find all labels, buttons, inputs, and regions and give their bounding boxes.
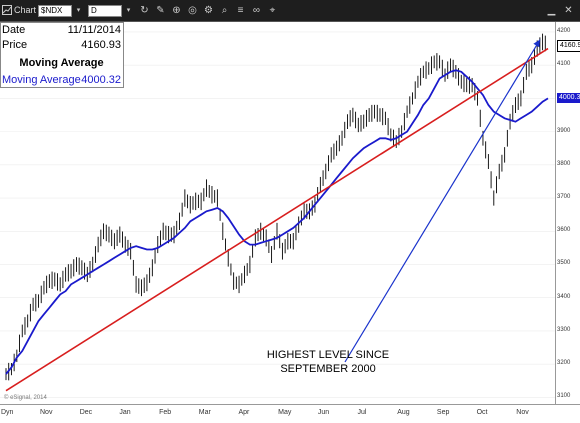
interval-input[interactable]: D	[88, 5, 122, 17]
price-tick-label: 3700	[557, 194, 571, 201]
zoom-icon[interactable]: ◎	[188, 5, 197, 16]
date-tick-label: Sep	[436, 409, 450, 416]
chart-window-icon	[2, 5, 12, 15]
price-tick-label: 3500	[557, 260, 571, 267]
price-tick-label: 4200	[557, 27, 571, 34]
draw-tool-icon[interactable]: ✎	[156, 5, 165, 16]
price-tick-label: 3800	[557, 160, 571, 167]
window-title: Chart	[14, 5, 37, 15]
date-tick-label: Jan	[119, 409, 131, 416]
last-price-tag: 4160.93	[557, 39, 580, 52]
arrow-head-icon	[533, 39, 540, 48]
annotation-line-2: SEPTEMBER 2000	[280, 363, 376, 375]
support-trendline	[5, 47, 549, 392]
moving-average-heading: Moving Average	[19, 57, 104, 69]
price-chart-area[interactable]: © eSignal, 2014	[0, 22, 556, 404]
interval-dropdown-icon[interactable]: ▾	[126, 7, 131, 14]
price-label: Price	[2, 39, 28, 51]
date-tick-label: Mar	[198, 409, 211, 416]
minimize-icon[interactable]: ▁	[547, 5, 556, 16]
close-icon[interactable]: ✕	[564, 5, 573, 16]
data-window: Date 11/11/2014 Price 4160.93 Moving Ave…	[0, 22, 124, 88]
bar-style-icon[interactable]: ≡	[237, 5, 244, 16]
date-label: Date	[2, 24, 26, 36]
symbol-input[interactable]: $NDX	[38, 5, 72, 17]
magnify-icon[interactable]: ⌕	[221, 5, 228, 16]
price-tick-label: 3400	[557, 293, 571, 300]
date-tick-label: Oct	[476, 409, 488, 416]
moving-average-line	[5, 69, 549, 375]
price-tick-label: 3300	[557, 326, 571, 333]
annotation-arrow	[344, 39, 541, 363]
date-tick-label: May	[278, 409, 292, 416]
date-tick-label: Apr	[238, 409, 250, 416]
date-tick-label: Dec	[79, 409, 93, 416]
reload-icon[interactable]: ↻	[140, 5, 149, 16]
crosshair-icon[interactable]: ⊕	[172, 5, 181, 16]
date-value: 11/11/2014	[67, 24, 121, 36]
price-tick-label: 3100	[557, 393, 571, 400]
date-axis-corner: Dyn	[1, 409, 14, 416]
date-tick-label: Nov	[516, 409, 529, 416]
date-axis[interactable]: Dyn Nov Dec Jan Feb Mar Apr May Jun Jul Aug Sep Oct…	[0, 404, 580, 423]
chart-toolbar: Chart $NDX ▾ D ▾ ↻ ✎ ⊕ ◎ ⚙ ⌕ ≡ ∞ ⌖ ▁ ✕	[0, 0, 580, 22]
price-chart	[0, 31, 555, 398]
annotation-line-1: HIGHEST LEVEL SINCE	[266, 349, 390, 361]
chart-annotation: HIGHEST LEVEL SINCE SEPTEMBER 2000	[258, 348, 398, 376]
price-value: 4160.93	[81, 39, 121, 51]
price-tick-label: 3900	[557, 127, 571, 134]
ma-value-tag: 4000.32	[557, 93, 580, 104]
price-axis[interactable]: 4200410040003900380037003600350034003300…	[556, 22, 580, 404]
chart-grid	[0, 31, 555, 398]
link-icon[interactable]: ∞	[252, 5, 261, 16]
date-tick-label: Nov	[40, 409, 53, 416]
date-tick-label: Jun	[317, 409, 330, 416]
price-tick-label: 3600	[557, 227, 571, 234]
symbol-dropdown-icon[interactable]: ▾	[76, 7, 81, 14]
settings-icon[interactable]: ⚙	[204, 5, 213, 16]
date-tick-label: Aug	[397, 409, 410, 416]
moving-average-label: Moving Average	[2, 74, 81, 86]
price-tick-label: 3200	[557, 360, 571, 367]
pin-icon[interactable]: ⌖	[269, 5, 276, 16]
esignal-watermark: © eSignal, 2014	[4, 395, 47, 401]
moving-average-value: 4000.32	[81, 74, 121, 86]
date-tick-label: Jul	[357, 409, 367, 416]
date-tick-label: Feb	[159, 409, 172, 416]
price-tick-label: 4100	[557, 61, 571, 68]
price-bars	[5, 33, 546, 381]
